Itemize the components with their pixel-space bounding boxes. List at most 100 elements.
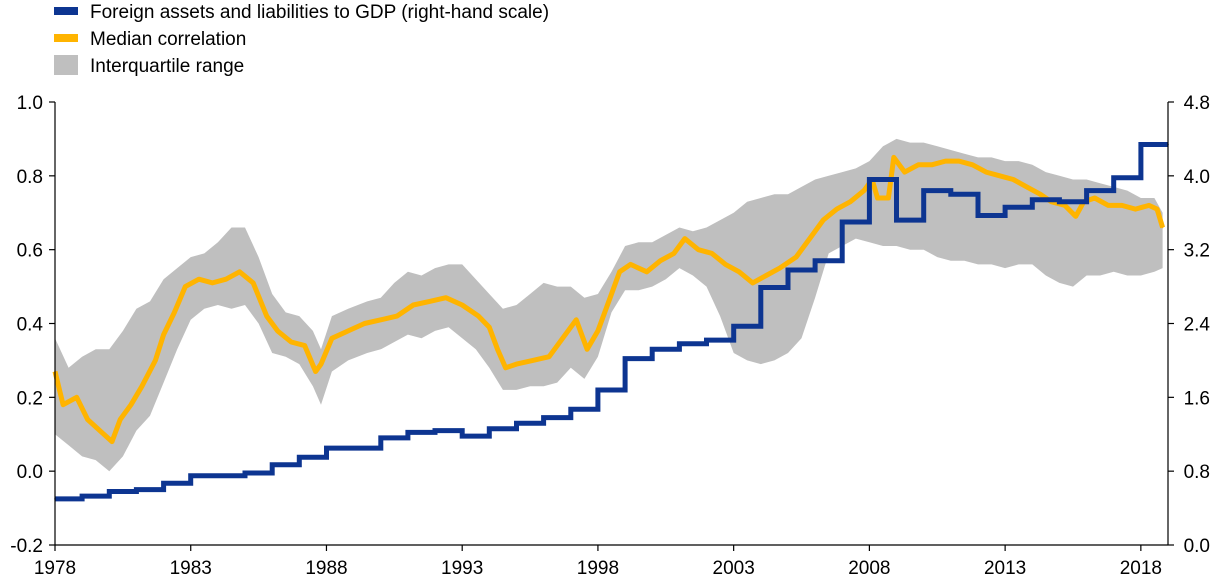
median-correlation-point — [586, 348, 588, 351]
median-correlation-point — [738, 271, 740, 273]
median-correlation-point — [971, 164, 974, 166]
foreign-assets-step-point — [597, 389, 599, 391]
median-correlation-point — [1107, 204, 1110, 207]
median-correlation-point — [225, 278, 227, 281]
median-correlation-point — [944, 160, 947, 162]
legend-item-median-correlation: Median correlation — [54, 29, 246, 50]
foreign-assets-step-line — [55, 142, 1168, 502]
legend-swatch-interquartile-range — [54, 55, 78, 75]
foreign-assets-step-point — [325, 447, 328, 449]
median-correlation-point — [684, 237, 686, 240]
median-correlation-point — [849, 200, 852, 203]
foreign-assets-step-point — [108, 490, 111, 493]
median-correlation-point — [711, 252, 713, 255]
median-correlation-point — [985, 171, 987, 173]
median-correlation-point — [1156, 208, 1158, 210]
median-correlation-point — [532, 359, 534, 362]
right-tick-label: 4.8 — [1184, 93, 1210, 114]
median-correlation-point — [103, 433, 105, 436]
foreign-assets-liabilities-layer — [54, 142, 1169, 502]
foreign-assets-step-point — [298, 456, 301, 459]
median-correlation-point — [428, 300, 431, 303]
median-correlation-point — [1074, 215, 1077, 218]
foreign-assets-step-point — [732, 325, 735, 328]
median-correlation-line — [52, 154, 1165, 445]
foreign-assets-step-point — [814, 259, 816, 262]
foreign-assets-step-point — [895, 219, 898, 221]
foreign-assets-step-point — [1031, 199, 1034, 201]
median-correlation-point — [320, 363, 322, 365]
foreign-assets-step-point — [542, 416, 545, 419]
foreign-assets-step-point — [624, 357, 626, 360]
foreign-assets-step-point — [461, 435, 464, 437]
median-correlation-point — [1012, 178, 1015, 181]
median-correlation-point — [314, 370, 317, 373]
foreign-assets-step-point — [380, 437, 382, 439]
foreign-assets-step-point — [678, 343, 681, 345]
left-tick-label: 0.6 — [17, 241, 43, 262]
median-correlation-point — [958, 160, 960, 162]
foreign-assets-step-point — [515, 422, 518, 425]
foreign-assets-step-point — [407, 431, 409, 434]
foreign-assets-step-point — [135, 488, 138, 491]
median-correlation-point — [646, 271, 648, 273]
foreign-assets-step-point — [1140, 143, 1142, 146]
median-correlation-point — [1121, 204, 1123, 207]
median-correlation-point — [141, 385, 143, 388]
median-correlation-point — [697, 248, 700, 251]
median-correlation-point — [548, 355, 550, 358]
median-correlation-layer — [52, 154, 1165, 445]
foreign-assets-step-point — [922, 189, 925, 192]
median-correlation-point — [765, 274, 767, 277]
median-correlation-point — [504, 367, 507, 369]
median-correlation-point — [119, 418, 121, 421]
median-correlation-point — [331, 337, 333, 340]
median-correlation-point — [917, 164, 920, 166]
median-correlation-point — [347, 330, 350, 332]
left-tick-label: 0.4 — [17, 315, 44, 336]
foreign-assets-step-point — [81, 495, 83, 497]
right-tick-label: 3.2 — [1184, 241, 1210, 262]
legend: Foreign assets and liabilities to GDP (r… — [54, 2, 549, 77]
median-correlation-point — [363, 322, 366, 325]
median-correlation-point — [162, 333, 165, 336]
left-tick-label: 1.0 — [17, 93, 43, 114]
x-tick-label: 1998 — [577, 558, 619, 576]
median-correlation-point — [608, 300, 610, 303]
median-correlation-point — [822, 219, 824, 221]
median-correlation-point — [477, 315, 480, 317]
x-tick-label: 2008 — [848, 558, 890, 576]
legend-label-foreign-assets: Foreign assets and liabilities to GDP (r… — [90, 2, 549, 23]
foreign-assets-step-point — [189, 475, 192, 477]
median-correlation-point — [276, 330, 279, 332]
median-correlation-point — [751, 282, 754, 284]
median-correlation-point — [575, 319, 577, 321]
foreign-assets-step-point — [841, 221, 843, 223]
median-correlation-point — [198, 278, 200, 281]
median-correlation-point — [265, 315, 268, 317]
median-correlation-point — [673, 252, 675, 255]
median-correlation-point — [86, 418, 89, 421]
x-tick-label: 1978 — [34, 558, 76, 576]
right-tick-label: 4.0 — [1184, 167, 1210, 188]
median-correlation-point — [238, 271, 241, 273]
median-correlation-point — [998, 175, 1001, 177]
foreign-assets-step-point — [488, 427, 491, 430]
median-correlation-point — [211, 282, 214, 284]
median-correlation-point — [1134, 208, 1137, 210]
median-correlation-point — [290, 341, 293, 343]
left-tick-label: 0.0 — [17, 462, 43, 483]
foreign-assets-step-point — [271, 463, 274, 466]
legend-item-interquartile-range: Interquartile range — [54, 55, 244, 77]
foreign-assets-step-point — [868, 178, 871, 181]
foreign-assets-step-point — [570, 408, 572, 411]
median-correlation-point — [903, 171, 906, 173]
foreign-assets-step-point — [651, 348, 653, 351]
median-correlation-point — [173, 311, 176, 314]
median-correlation-point — [184, 285, 187, 288]
median-correlation-point — [380, 319, 382, 321]
median-correlation-point — [1026, 186, 1028, 188]
median-correlation-point — [659, 259, 662, 262]
median-correlation-point — [303, 344, 306, 347]
median-correlation-point — [1039, 193, 1042, 196]
